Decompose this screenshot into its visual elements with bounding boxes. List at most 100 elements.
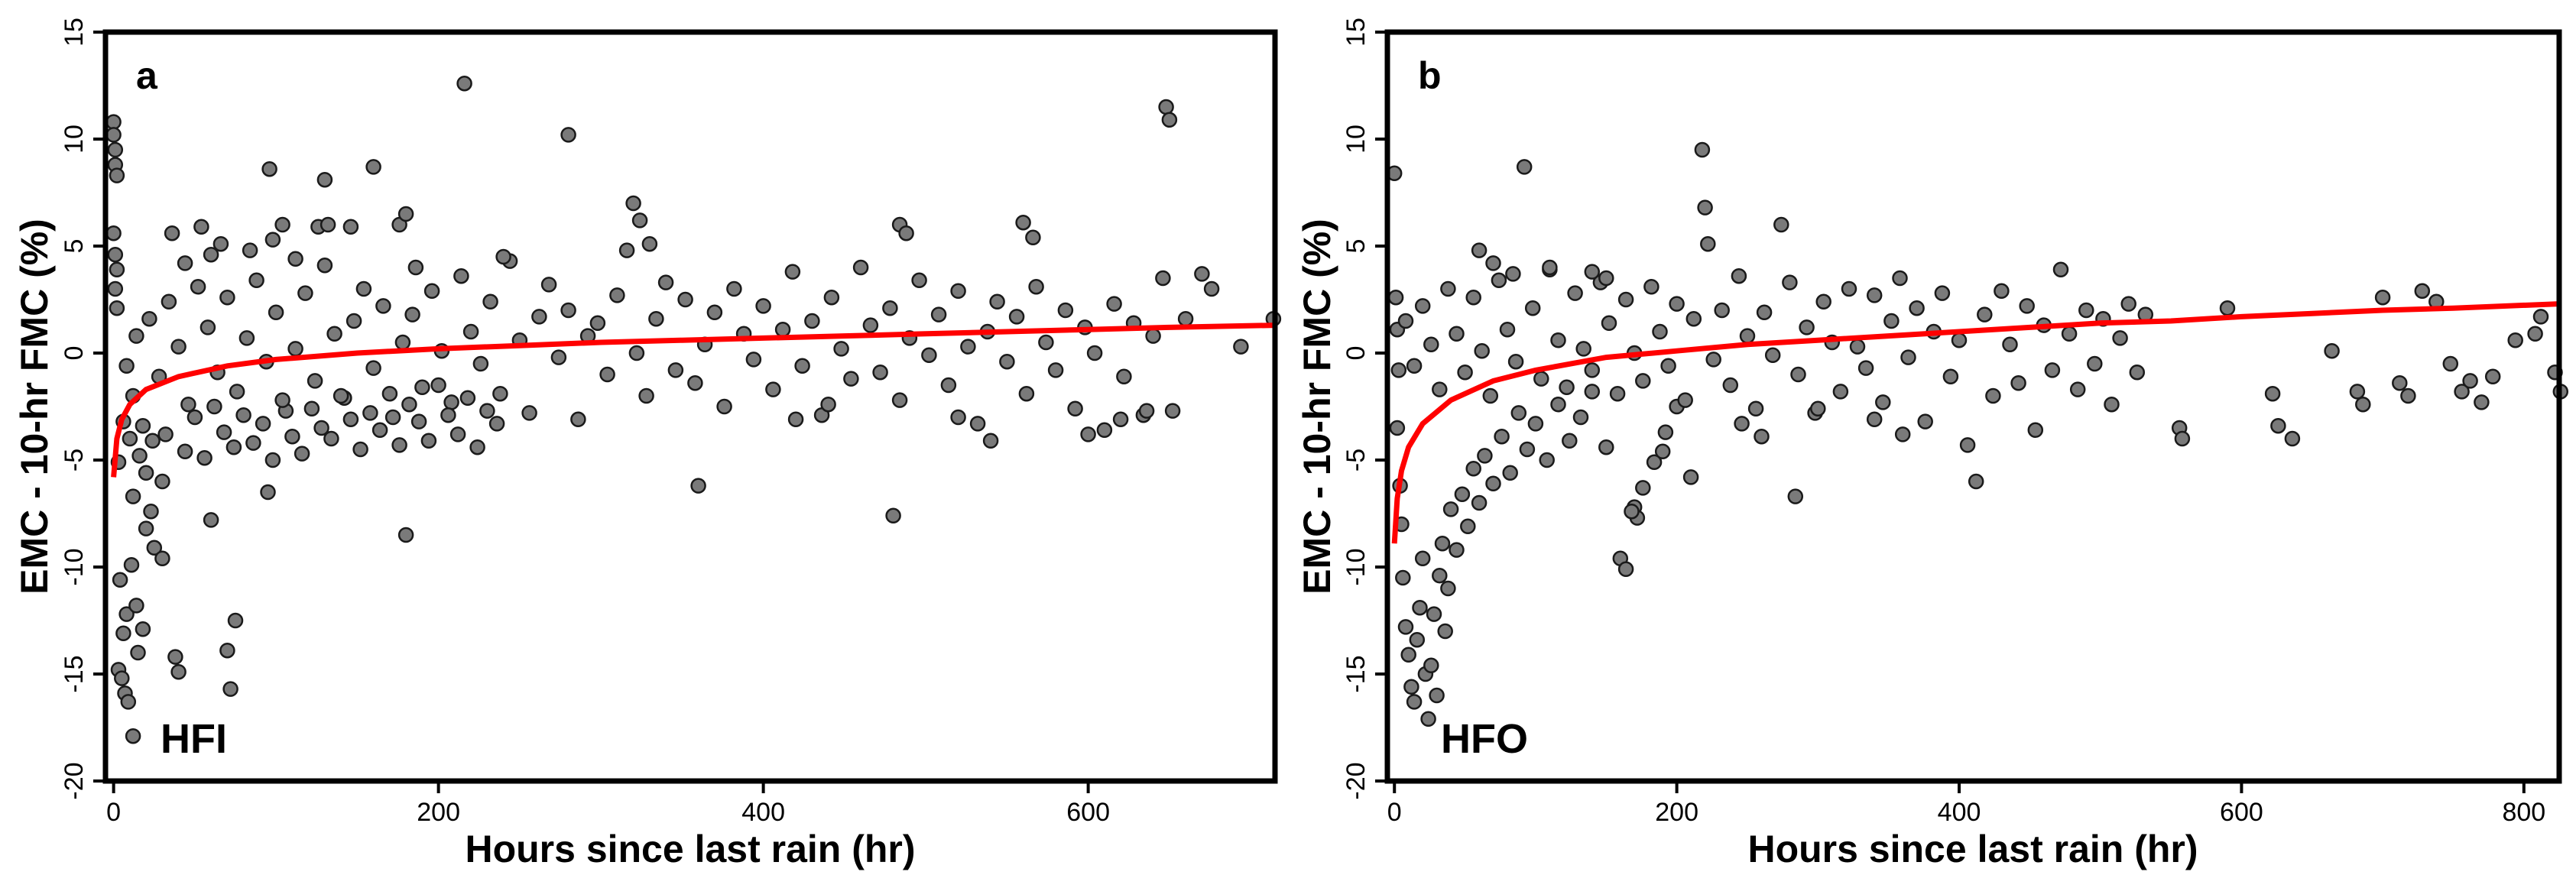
panel-b-point-75 [1609, 385, 1626, 402]
panel-a-point-183 [430, 377, 446, 394]
panel-a-point-156 [157, 426, 174, 442]
panel-a-point-185 [449, 426, 466, 442]
panel-a-point-90 [609, 287, 625, 303]
panel-b-point-156 [2462, 373, 2478, 389]
panel-a-point-136 [1057, 302, 1074, 319]
panel-b-point-117 [1951, 332, 1968, 348]
panel-a-point-70 [414, 379, 430, 396]
panel-b-point-33 [1502, 465, 1518, 481]
panel-b-point-123 [2002, 336, 2018, 353]
panel-a-point-64 [355, 280, 372, 297]
panel-a-point-147 [1164, 403, 1181, 419]
panel-a-point-40 [118, 358, 135, 374]
panel-a-site-label: HFI [161, 716, 227, 762]
panel-a-ticks: 0 200 400 600 15 10 5 0 -5 -10 -15 -20 [60, 18, 1110, 827]
panel-a-point-94 [648, 310, 664, 327]
panel-a-point-195 [320, 216, 336, 233]
panel-a-point-218 [407, 259, 424, 276]
panel-a-point-14 [120, 694, 137, 710]
panel-b-point-172 [1654, 443, 1671, 460]
panel-b-point-133 [2087, 355, 2103, 372]
panel-a-point-52 [238, 330, 255, 346]
panel-a-point-133 [1028, 278, 1044, 295]
panel-b-point-171 [1624, 503, 1640, 520]
panel-a-point-177 [371, 422, 388, 439]
panel-b-point-87 [1700, 235, 1716, 252]
panel-a-point-11 [114, 670, 130, 686]
panel-a-point-187 [469, 439, 485, 455]
panel-a-point-209 [1158, 99, 1174, 115]
panel-b-point-58 [1465, 289, 1481, 306]
panel-a-point-164 [245, 435, 261, 451]
panel-b-point-37 [1539, 452, 1555, 468]
panel-a-point-175 [352, 441, 368, 458]
panel-a-point-149 [1194, 266, 1210, 282]
panel-a-point-217 [287, 251, 303, 267]
panel-b-point-106 [1857, 360, 1874, 376]
panel-a-point-18 [112, 572, 128, 588]
panel-a-point-229 [1138, 403, 1155, 419]
panel-b-point-142 [2219, 300, 2236, 316]
panel-b-point-29 [1471, 494, 1488, 511]
panel-a-point-20 [128, 598, 144, 614]
panel-b-point-19 [1429, 687, 1445, 704]
panel-a-point-33 [154, 473, 170, 490]
panel-a-point-155 [144, 433, 161, 449]
panel-a-point-197 [365, 159, 381, 175]
panel-a-point-29 [227, 612, 244, 629]
panel-b: 0 200 400 600 800 15 10 5 0 -5 -10 -15 -20 b HFO Hou… [1296, 18, 2569, 870]
panel-b-point-90 [1722, 377, 1739, 394]
panel-b-point-155 [2454, 384, 2470, 400]
panel-a-point-204 [641, 235, 658, 252]
panel-a-point-179 [391, 437, 407, 453]
panel-a-point-171 [313, 420, 329, 436]
panel-b-point-132 [2078, 302, 2094, 319]
panel-a-point-126 [960, 339, 976, 355]
panel-a-y-tick-label-5: 5 [60, 239, 89, 254]
panel-a-point-115 [852, 259, 869, 276]
panel-a-point-110 [804, 313, 820, 329]
panel-a-point-227 [1080, 426, 1096, 442]
panel-b-point-118 [1959, 437, 1976, 453]
panel-b-point-175 [1754, 428, 1770, 445]
panel-b-point-152 [2414, 283, 2431, 300]
panel-b-y-tick-label--5: -5 [1342, 449, 1371, 472]
panel-a-point-225 [950, 409, 966, 426]
panel-b-point-115 [1934, 285, 1951, 301]
panel-b-point-154 [2442, 355, 2459, 372]
panel-b-point-119 [1968, 473, 1984, 490]
panel-b-point-135 [2104, 396, 2120, 413]
panel-b-point-110 [1892, 270, 1908, 287]
panel-b-point-61 [1491, 272, 1507, 289]
panel-b-point-50 [1397, 313, 1414, 329]
panel-b-x-tick-label-800: 800 [2502, 798, 2545, 827]
panel-b-y-tick-label--10: -10 [1342, 548, 1371, 585]
panel-b-point-80 [1652, 323, 1668, 340]
panel-a-point-172 [323, 430, 339, 447]
panel-b-y-tick-label--20: -20 [1342, 762, 1371, 799]
panel-b-point-145 [2284, 430, 2301, 447]
panel-a-point-163 [235, 407, 251, 423]
panel-b-point-72 [1584, 362, 1601, 378]
panel-a-point-77 [482, 293, 498, 310]
panel-a-point-174 [342, 411, 359, 428]
panel-b-point-113 [1917, 413, 1933, 429]
panel-a-point-95 [657, 274, 674, 290]
panel-b-point-10 [1403, 679, 1419, 695]
panel-b-y-axis-title: EMC - 10-hr FMC (%) [1296, 219, 1338, 595]
panel-a-point-81 [521, 405, 537, 421]
panel-b-point-11 [1406, 694, 1423, 710]
panel-b-point-42 [1598, 439, 1614, 455]
panel-a-point-141 [1106, 296, 1122, 312]
panel-a-letter: a [136, 54, 158, 97]
panel-a-point-228 [1112, 411, 1129, 428]
panel-a-point-186 [459, 390, 476, 407]
panel-a-point-206 [898, 225, 914, 241]
panel-a-point-82 [531, 309, 547, 325]
panel-b-point-174 [1734, 416, 1750, 432]
panel-a-point-30 [222, 681, 238, 697]
panel-a-point-189 [488, 416, 505, 432]
panel-a-point-105 [755, 298, 771, 314]
panel-a-point-130 [999, 353, 1015, 370]
